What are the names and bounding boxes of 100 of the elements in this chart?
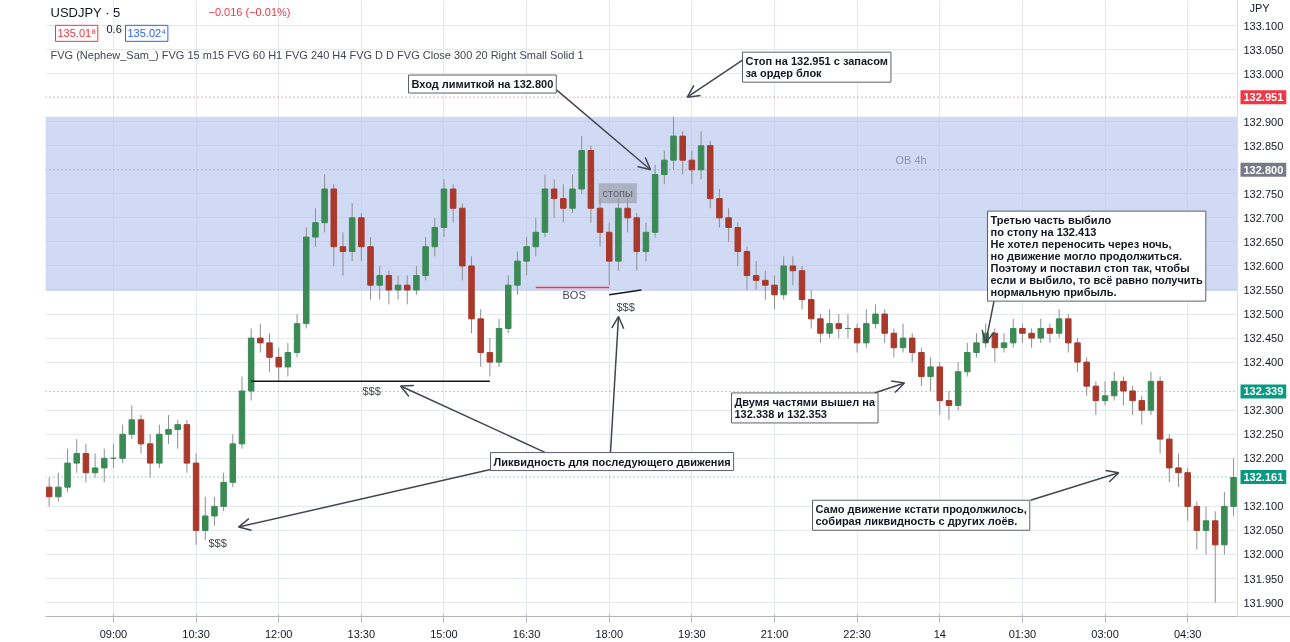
y-tick-label: 132.500	[1243, 308, 1284, 321]
candlestick	[771, 275, 778, 310]
x-tick-label: 12:00	[264, 627, 293, 640]
y-tick-label: 133.050	[1243, 43, 1284, 56]
x-tick-label: 16:30	[512, 627, 541, 640]
candlestick	[899, 323, 907, 353]
x-tick-label: 19:30	[678, 627, 706, 640]
candlestick	[257, 323, 264, 353]
y-tick-label: 133.100	[1243, 19, 1284, 32]
ref-line-label: 132.800	[1243, 163, 1284, 176]
candlestick	[523, 236, 530, 277]
x-tick-label: 09:00	[99, 627, 128, 640]
candlestick	[1028, 327, 1035, 349]
candlestick	[1074, 337, 1081, 373]
y-tick-label: 131.950	[1243, 572, 1284, 585]
ref-line-label: 132.951	[1243, 91, 1284, 104]
candlestick	[642, 222, 650, 262]
candlestick	[973, 332, 980, 358]
candlestick	[835, 313, 843, 339]
annotation: $$$	[616, 300, 635, 313]
y-tick-label: 132.650	[1243, 235, 1284, 248]
candlestick	[1092, 380, 1100, 416]
candlestick	[532, 217, 540, 257]
annotation: Ликвидность для последующего движения	[493, 455, 731, 468]
candlestick	[1037, 318, 1045, 344]
candlestick	[1129, 385, 1136, 416]
x-tick-label: 15:00	[430, 627, 458, 640]
annotation: Двумя частями вышел на 132.338 и 132.353	[734, 395, 876, 420]
x-tick-label: 21:00	[760, 627, 789, 640]
candlestick	[716, 188, 723, 228]
candlestick	[312, 207, 319, 248]
candlestick	[964, 342, 971, 378]
chart-title: USDJPY · 5	[50, 4, 121, 20]
candlestick	[174, 419, 181, 450]
candlestick	[872, 303, 879, 329]
candlestick	[1019, 323, 1026, 344]
candlestick	[45, 477, 53, 507]
candlestick	[817, 313, 824, 344]
candlestick	[284, 342, 292, 378]
annotation: 135.01⁸	[57, 27, 96, 40]
band-label: OB 4h	[895, 154, 927, 167]
candlestick	[807, 289, 815, 329]
candlestick	[146, 433, 154, 479]
candlestick	[385, 270, 393, 305]
candlestick	[275, 347, 282, 382]
candlestick	[1138, 395, 1146, 426]
x-tick-label: 10:30	[182, 627, 210, 640]
candlestick	[762, 270, 769, 301]
candlestick	[1175, 452, 1182, 488]
candlestick	[101, 448, 108, 483]
annotation: стопы	[602, 187, 633, 200]
x-tick-label: 04:30	[1173, 627, 1202, 640]
candlestick	[945, 390, 953, 421]
annotation: Вход лимиткой на 132.800	[411, 78, 554, 91]
candlestick	[376, 265, 383, 301]
annotation: Третью часть выбило по стопу на 132.413 Не хотел переносить через ночь, но движение могло продолжиться. Поэтому и поставил стоп так, чтобы если и выбило, то всё равно получить нормальную прибыль.	[990, 214, 1203, 299]
candlestick	[1009, 318, 1017, 349]
candlestick	[1110, 371, 1118, 402]
ref-line-label: 132.161	[1243, 471, 1284, 484]
candlestick	[339, 231, 347, 277]
y-tick-label: 132.600	[1243, 259, 1284, 272]
y-tick-label: 132.850	[1243, 139, 1284, 152]
candlestick	[560, 183, 567, 224]
candlestick	[1202, 505, 1210, 555]
candlestick	[1046, 323, 1054, 344]
candlestick	[863, 308, 870, 349]
y-axis-title: JPY	[1249, 2, 1271, 15]
candlestick	[202, 496, 209, 541]
x-tick-label: 18:00	[595, 627, 624, 640]
annotation: Само движение кстати продолжилось, собирая ликвидность с других лоёв.	[815, 503, 1027, 528]
y-tick-label: 132.300	[1243, 404, 1284, 417]
candlestick	[165, 414, 172, 445]
y-tick-label: 132.700	[1243, 211, 1284, 224]
candlestick	[908, 332, 916, 363]
annotation: −0.016 (−0.01%)	[208, 6, 291, 19]
y-tick-label: 132.550	[1243, 283, 1284, 296]
candlestick	[1120, 376, 1127, 406]
candlestick	[853, 323, 861, 353]
candlestick	[211, 496, 218, 527]
candlestick	[789, 255, 797, 286]
candlestick	[486, 337, 494, 378]
y-tick-label: 132.750	[1243, 187, 1284, 200]
candlestick	[991, 327, 999, 363]
x-tick-label: 13:30	[347, 627, 376, 640]
y-tick-label: 132.000	[1243, 548, 1284, 561]
candlestick	[449, 183, 457, 224]
y-tick-label: 132.250	[1243, 428, 1284, 441]
candlestick	[403, 275, 411, 305]
annotation: 0.6	[106, 23, 122, 36]
y-tick-label: 131.900	[1243, 596, 1284, 609]
x-tick-label: 03:00	[1091, 627, 1119, 640]
candlestick	[569, 174, 576, 214]
candlestick	[1055, 308, 1063, 339]
y-tick-label: 132.450	[1243, 332, 1284, 345]
candlestick	[431, 217, 439, 257]
candlestick	[73, 438, 80, 474]
candlestick	[752, 260, 760, 291]
candlestick	[413, 265, 420, 296]
y-tick-label: 133.000	[1243, 67, 1284, 80]
text: FVG (Nephew_Sam_) FVG 15 m15 FVG 60 H1 FVG 240 H4 FVG D D FVG Close 300 20 Right Small Solid 1	[50, 49, 584, 62]
